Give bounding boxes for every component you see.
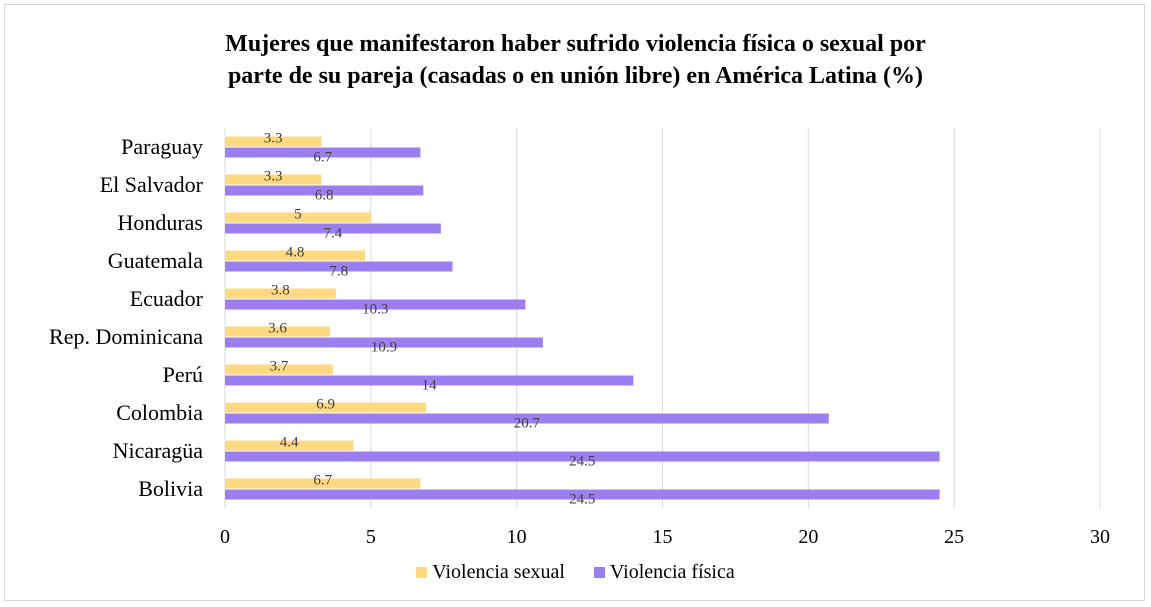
data-label-sexual-6: 3.7	[270, 359, 289, 375]
y-tick-label-4: Ecuador	[130, 286, 204, 311]
bar-fisica-4	[225, 299, 526, 310]
bar-sexual-1	[225, 174, 322, 185]
bar-fisica-0	[225, 147, 421, 158]
data-label-fisica-8: 24.5	[569, 454, 595, 470]
legend-item-fisica: Violencia física	[593, 561, 735, 584]
x-tick-label-0: 0	[220, 526, 230, 548]
bar-sexual-5	[225, 326, 330, 337]
y-tick-label-1: El Salvador	[100, 172, 204, 197]
y-tick-label-3: Guatemala	[108, 248, 204, 273]
legend-label-sexual: Violencia sexual	[432, 561, 565, 583]
bar-sexual-8	[225, 440, 354, 451]
chart-title: Mujeres que manifestaron haber sufrido v…	[0, 28, 1151, 92]
data-label-sexual-0: 3.3	[264, 131, 283, 147]
y-tick-label-6: Perú	[163, 362, 203, 387]
data-label-sexual-4: 3.8	[271, 283, 290, 299]
bar-sexual-2	[225, 212, 371, 223]
bar-sexual-7	[225, 402, 427, 413]
y-tick-label-5: Rep. Dominicana	[49, 324, 203, 349]
bar-fisica-3	[225, 261, 453, 272]
chart-frame	[4, 4, 1145, 601]
bar-sexual-4	[225, 288, 336, 299]
chart-title-line-2: parte de su pareja (casadas o en unión l…	[227, 63, 924, 89]
legend-swatch-sexual	[416, 567, 428, 578]
bar-fisica-9	[225, 489, 940, 500]
data-label-sexual-8: 4.4	[280, 435, 299, 451]
bar-fisica-1	[225, 185, 424, 196]
legend-item-sexual: Violencia sexual	[416, 561, 565, 584]
x-tick-label-5: 25	[944, 526, 964, 548]
bar-sexual-0	[225, 136, 322, 147]
y-tick-label-9: Bolivia	[138, 476, 203, 501]
bar-fisica-8	[225, 451, 940, 462]
x-tick-label-3: 15	[653, 526, 673, 548]
y-tick-label-8: Nicaragüa	[113, 438, 204, 463]
data-label-fisica-4: 10.3	[362, 302, 388, 318]
bar-fisica-6	[225, 375, 634, 386]
bar-sexual-9	[225, 478, 421, 489]
chart-title-line-1: Mujeres que manifestaron haber sufrido v…	[225, 31, 926, 57]
bar-fisica-5	[225, 337, 543, 348]
legend-label-fisica: Violencia física	[609, 561, 735, 583]
y-tick-label-7: Colombia	[116, 400, 203, 425]
bar-fisica-7	[225, 413, 829, 424]
data-label-sexual-9: 6.7	[313, 473, 332, 489]
data-label-fisica-5: 10.9	[371, 340, 397, 356]
data-label-fisica-3: 7.8	[329, 264, 348, 280]
y-tick-label-2: Honduras	[117, 210, 203, 235]
y-tick-label-0: Paraguay	[121, 134, 203, 159]
data-label-sexual-2: 5	[294, 207, 302, 223]
legend: Violencia sexual Violencia física	[0, 561, 1151, 584]
x-tick-label-6: 30	[1090, 526, 1110, 548]
data-label-fisica-6: 14	[422, 378, 438, 394]
data-label-sexual-1: 3.3	[264, 169, 283, 185]
bar-sexual-6	[225, 364, 333, 375]
data-label-fisica-7: 20.7	[514, 416, 541, 432]
data-label-sexual-5: 3.6	[268, 321, 287, 337]
x-tick-label-2: 10	[507, 526, 527, 548]
data-label-sexual-7: 6.9	[316, 397, 335, 413]
x-tick-label-4: 20	[798, 526, 818, 548]
data-label-sexual-3: 4.8	[286, 245, 305, 261]
legend-swatch-fisica	[593, 567, 605, 578]
bar-sexual-3	[225, 250, 365, 261]
x-tick-label-1: 5	[366, 526, 376, 548]
bar-fisica-2	[225, 223, 441, 234]
data-label-fisica-2: 7.4	[324, 226, 343, 242]
data-label-fisica-1: 6.8	[315, 188, 334, 204]
data-label-fisica-9: 24.5	[569, 492, 595, 508]
data-label-fisica-0: 6.7	[313, 150, 332, 166]
